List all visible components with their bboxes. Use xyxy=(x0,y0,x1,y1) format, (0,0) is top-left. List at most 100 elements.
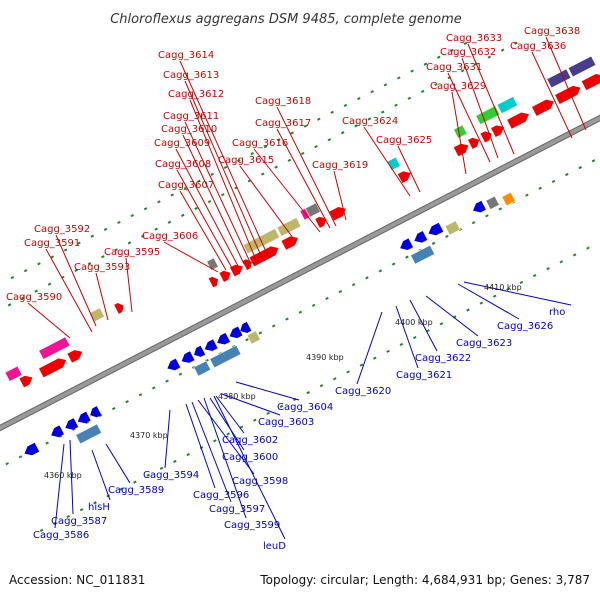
ring-dot xyxy=(506,287,510,291)
leader-line xyxy=(451,91,467,175)
forward-gene-label: Cagg_3624 xyxy=(342,116,398,127)
leader-line xyxy=(457,283,520,320)
ring-dot xyxy=(207,200,212,204)
leader-line xyxy=(531,51,573,139)
forward-gene-label: Cagg_3614 xyxy=(158,50,214,61)
gene-box xyxy=(475,105,501,126)
gene-feature xyxy=(219,270,231,282)
ring-dot xyxy=(498,207,503,211)
ring-dot xyxy=(290,131,294,135)
ring-dot xyxy=(125,400,129,404)
ring-dot xyxy=(258,331,263,335)
reverse-gene-label: Cagg_3620 xyxy=(335,386,391,397)
ring-dot xyxy=(34,289,38,293)
leader-line xyxy=(253,148,321,233)
gene-feature xyxy=(206,257,219,271)
ring-dot xyxy=(274,165,278,169)
ring-dot xyxy=(127,241,132,245)
ring-dot xyxy=(138,393,143,397)
leader-line xyxy=(203,397,247,519)
ring-dot xyxy=(471,221,476,225)
leader-line xyxy=(395,305,419,369)
gene-box xyxy=(276,217,302,237)
forward-gene-label: Cagg_3613 xyxy=(163,70,219,81)
gene-arrow-forward xyxy=(315,216,327,228)
ring-dot xyxy=(133,480,137,484)
leader-line xyxy=(184,121,251,263)
leader-line xyxy=(184,80,263,259)
reverse-gene-label: Cagg_3626 xyxy=(497,321,553,332)
gene-box xyxy=(4,365,23,382)
leader-line xyxy=(176,169,233,269)
gene-box xyxy=(246,330,261,345)
ring-dot xyxy=(325,296,329,301)
gene-arrow-forward xyxy=(19,375,33,388)
gene-feature xyxy=(485,195,500,210)
ring-dot xyxy=(405,255,409,259)
ring-dot xyxy=(266,411,270,415)
leader-line xyxy=(179,60,269,257)
gene-arrow-forward xyxy=(329,207,346,221)
ring-dot xyxy=(263,145,268,149)
genome-backbone xyxy=(0,114,600,432)
ring-dot xyxy=(450,48,454,52)
ring-dot xyxy=(245,338,249,342)
gene-arrow-forward xyxy=(229,264,243,277)
gene-box xyxy=(410,244,436,265)
ring-dot xyxy=(394,103,398,107)
ring-dot xyxy=(330,110,334,114)
ring-dot xyxy=(157,200,161,204)
ring-dot xyxy=(423,62,428,66)
ring-dot xyxy=(319,384,324,388)
forward-gene-label: Cagg_3612 xyxy=(168,89,224,100)
leader-line xyxy=(356,311,383,385)
gene-box xyxy=(496,96,519,115)
leader-line xyxy=(545,36,587,131)
ring-dot xyxy=(194,206,198,211)
gene-box xyxy=(546,68,572,89)
gene-arrow-reverse xyxy=(204,339,218,351)
gene-box xyxy=(567,55,597,78)
gene-feature xyxy=(397,171,411,183)
ring-dot xyxy=(338,289,343,294)
gene-feature xyxy=(19,375,33,388)
gene-feature xyxy=(24,442,40,456)
reverse-gene-label: Cagg_3589 xyxy=(108,485,164,496)
gene-feature xyxy=(329,207,346,221)
gene-feature xyxy=(67,350,83,363)
forward-gene-label: Cagg_3638 xyxy=(524,26,580,37)
gene-arrow-forward xyxy=(114,303,124,314)
gene-feature xyxy=(181,351,195,363)
ring-dot xyxy=(436,55,441,59)
gene-arrow-forward xyxy=(507,112,529,129)
forward-gene-label: Cagg_3629 xyxy=(430,81,486,92)
ring-dot xyxy=(306,391,310,395)
ring-dot xyxy=(407,96,412,100)
ring-dot xyxy=(223,165,228,169)
gene-arrow-forward xyxy=(581,73,600,91)
leader-line xyxy=(175,148,239,267)
gene-arrow-reverse xyxy=(229,326,243,339)
forward-gene-label: Cagg_3636 xyxy=(510,41,566,52)
forward-gene-label: Cagg_3618 xyxy=(255,96,311,107)
forward-gene-label: Cagg_3616 xyxy=(232,138,288,149)
reverse-gene-label: rho xyxy=(549,307,565,318)
ring-dot xyxy=(479,301,484,305)
leader-line xyxy=(27,302,71,339)
reverse-gene-label: Cagg_3622 xyxy=(415,353,471,364)
reverse-gene-label: Cagg_3598 xyxy=(232,476,288,487)
ring-dot xyxy=(298,310,303,314)
ring-dot xyxy=(146,473,151,477)
ring-dot xyxy=(186,453,190,457)
gene-feature xyxy=(472,200,486,213)
backbone-line xyxy=(0,115,600,431)
gene-box xyxy=(444,220,461,236)
gene-box xyxy=(453,124,468,139)
ring-dot xyxy=(317,117,321,121)
forward-gene-label: Cagg_3592 xyxy=(34,224,90,235)
ring-dot xyxy=(514,41,518,45)
ring-dot xyxy=(359,363,364,367)
ring-dot xyxy=(93,501,97,505)
forward-gene-label: Cagg_3609 xyxy=(154,138,210,149)
gene-box xyxy=(38,336,71,360)
